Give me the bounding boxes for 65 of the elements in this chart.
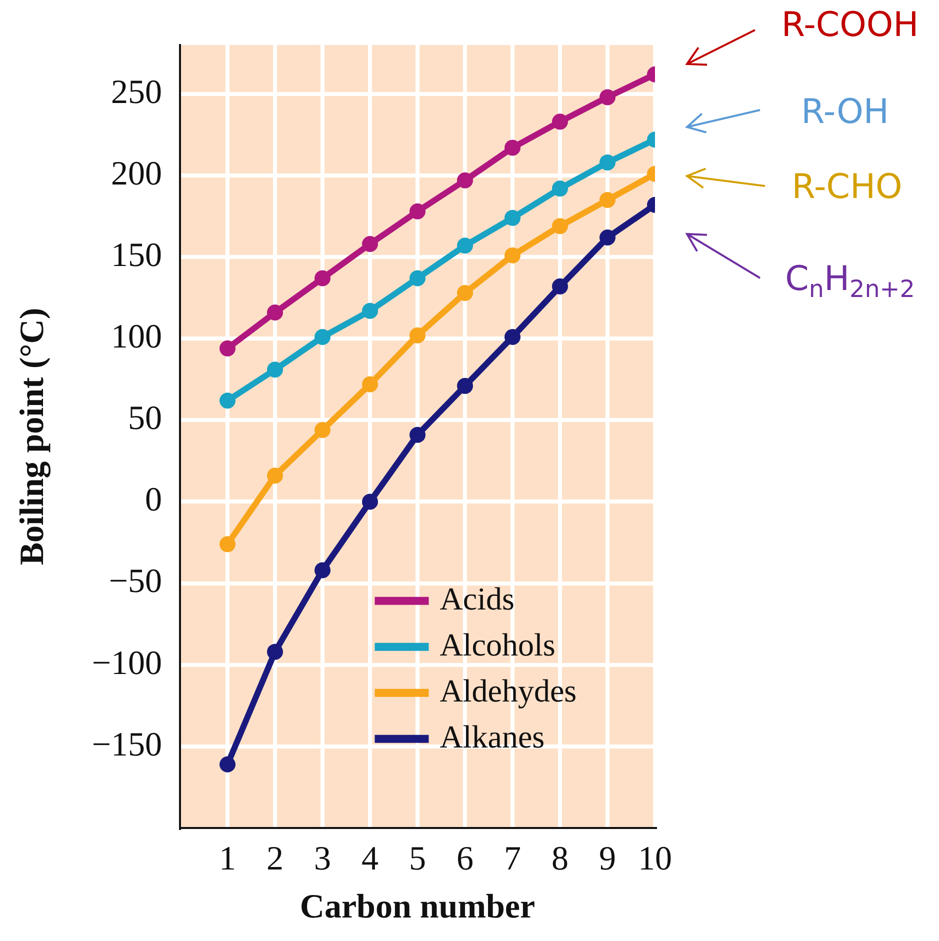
point — [267, 468, 283, 484]
y-tick-label: −50 — [108, 563, 162, 600]
y-tick-label: 200 — [111, 155, 162, 192]
point — [220, 756, 236, 772]
point — [410, 426, 426, 443]
legend-label: Alcohols — [440, 626, 556, 662]
point — [314, 422, 330, 438]
point — [267, 304, 283, 321]
x-tick-label: 4 — [362, 840, 378, 878]
text: C$_{n}$H$_{2n+2}$ — [785, 259, 915, 304]
point — [457, 238, 473, 254]
text: R-OH — [801, 92, 889, 132]
x-tick-label: 1 — [219, 840, 236, 878]
x-tick-label: 10 — [638, 840, 672, 878]
x-tick-label: 2 — [266, 840, 284, 878]
point — [600, 89, 616, 106]
point — [552, 114, 568, 130]
point — [504, 140, 520, 156]
legend-label: Alkanes — [440, 718, 545, 754]
y-axis-title: Boiling point (°C) — [14, 308, 52, 566]
point — [267, 362, 283, 378]
x-tick-label: 3 — [314, 840, 331, 878]
legend-label: Acids — [440, 580, 514, 616]
point — [457, 378, 473, 394]
y-tick-label: 50 — [128, 400, 162, 438]
x-axis-title: Carbon number — [300, 888, 536, 926]
point — [600, 229, 616, 246]
point — [552, 218, 568, 234]
point — [410, 327, 426, 344]
x-tick-label: 6 — [456, 840, 474, 878]
point — [362, 494, 378, 510]
point — [600, 192, 616, 208]
point — [457, 172, 473, 188]
point — [220, 340, 236, 356]
point — [362, 236, 378, 252]
y-tick-label: −100 — [92, 644, 162, 682]
point — [457, 284, 473, 301]
point — [220, 536, 236, 552]
point — [504, 247, 520, 264]
point — [552, 180, 568, 197]
y-tick-label: 0 — [145, 482, 162, 519]
point — [314, 328, 330, 345]
point — [362, 376, 378, 392]
point — [504, 328, 520, 345]
y-tick-label: 250 — [111, 74, 162, 111]
text: R-COOH — [781, 5, 919, 45]
x-tick-label: 7 — [504, 840, 521, 878]
point — [410, 270, 426, 286]
y-tick-label: −150 — [92, 726, 162, 764]
text: R-CHO — [792, 167, 902, 207]
x-tick-label: 8 — [552, 840, 568, 878]
point — [600, 154, 616, 170]
point — [267, 644, 283, 660]
point — [362, 302, 378, 319]
point — [552, 278, 568, 294]
y-tick-label: 150 — [111, 236, 162, 274]
point — [220, 392, 236, 409]
point — [504, 210, 520, 226]
point — [410, 203, 426, 220]
x-tick-label: 9 — [599, 840, 616, 878]
point — [314, 270, 330, 286]
point — [314, 562, 330, 578]
y-tick-label: 100 — [111, 318, 162, 356]
x-tick-label: 5 — [409, 840, 426, 878]
legend-label: Aldehydes — [440, 672, 577, 708]
